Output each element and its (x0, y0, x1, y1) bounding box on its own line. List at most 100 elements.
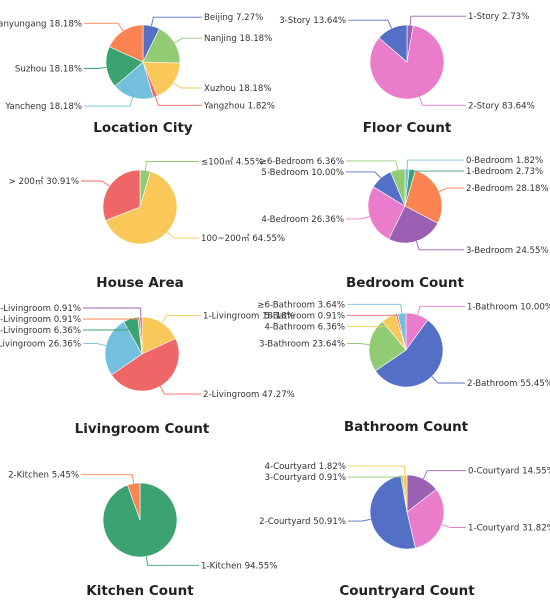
slice-label-bedroom-count-2-bedroom: 2-Bedroom 28.18% (466, 184, 549, 194)
leader-line-floor-count-2-story (418, 96, 466, 106)
leader-line-bedroom-count-6-bedroom (346, 160, 399, 170)
slice-label-countryard-count-4-courtyard: 4-Courtyard 1.82% (265, 462, 346, 472)
chart-title-kitchen-count: Kitchen Count (86, 583, 194, 599)
pie-chart-bathroom-count: ≥6-Bathroom 3.64%5-Bathroom 0.91%4-Bathr… (257, 300, 550, 435)
pie-slice-bedroom-count-2-bedroom (404, 170, 443, 224)
pie-slice-location-city-nanjing (142, 28, 181, 64)
pie-slice-countryard-count-2-courtyard (369, 475, 416, 550)
slice-label-bathroom-count-5-bathroom: 5-Bathroom 0.91% (264, 311, 345, 321)
slice-label-livingroom-count-1-livingroom: 1-Livingroom 18.18% (203, 311, 295, 321)
leader-line-countryard-count-0-courtyard (422, 470, 466, 479)
leader-line-countryard-count-4-courtyard (348, 465, 406, 476)
slice-label-bathroom-count-6-bathroom: ≥6-Bathroom 3.64% (257, 300, 345, 310)
leader-line-bedroom-count-2-bedroom (438, 187, 464, 193)
leader-line-house-area-100 (144, 161, 199, 171)
slice-label-location-city-lianyungang: Lianyungang 18.18% (0, 19, 82, 29)
pie-chart-house-area: > 200㎡ 30.91% ≤100㎡ 4.55% 100~200㎡ 64.55% H… (9, 157, 286, 292)
slice-label-location-city-yangzhou: Yangzhou 1.82% (203, 101, 275, 111)
leader-line-livingroom-count-4-livingroom (83, 318, 132, 331)
pie-chart-floor-count: 3-Story 13.64% 1-Story 2.73% 2-Story 83.64… (279, 12, 535, 136)
leader-line-location-city-lianyungang (84, 22, 124, 32)
leader-line-kitchen-count-2-kitchen (81, 474, 135, 484)
slice-label-bathroom-count-3-bathroom: 3-Bathroom 23.64% (259, 340, 345, 350)
chart-title-countryard-count: Countryard Count (339, 583, 475, 599)
slice-label-location-city-nanjing: Nanjing 18.18% (204, 34, 272, 44)
slice-label-bedroom-count-1-bedroom: 1-Bedroom 2.73% (466, 167, 543, 177)
leader-line-livingroom-count-6-livingroom (83, 307, 142, 318)
slice-label-livingroom-count-3-livingroom: 3-Livingroom 26.36% (0, 340, 81, 350)
leader-line-location-city-beijing (150, 16, 202, 27)
slice-label-house-area-100: ≤100㎡ 4.55% (201, 157, 263, 168)
chart-title-location-city: Location City (93, 120, 193, 136)
pie-slice-kitchen-count-2-kitchen (127, 482, 141, 521)
leader-line-countryard-count-1-courtyard (441, 523, 466, 528)
leader-line-bathroom-count-2-bathroom (431, 376, 465, 384)
pie-chart-location-city: Lianyungang 18.18% Suzhou 18.18% Yancheng … (0, 13, 275, 136)
leader-line-livingroom-count-5-livingroom (83, 316, 140, 320)
slice-label-livingroom-count-2-livingroom: 2-Livingroom 47.27% (203, 390, 295, 400)
leader-line-bathroom-count-6-bathroom (347, 303, 403, 314)
leader-line-bedroom-count-1-bedroom (412, 169, 464, 172)
slice-label-kitchen-count-2-kitchen: 2-Kitchen 5.45% (8, 471, 79, 481)
chart-title-bathroom-count: Bathroom Count (344, 419, 469, 435)
slice-label-bathroom-count-2-bathroom: 2-Bathroom 55.45% (467, 379, 550, 389)
slice-label-location-city-yancheng: Yancheng 18.18% (4, 102, 82, 112)
slice-label-bathroom-count-1-bathroom: 1-Bathroom 10.00% (467, 302, 550, 312)
slice-label-bedroom-count-5-bedroom: 5-Bedroom 10.00% (261, 168, 344, 178)
slice-label-house-area-100-200: 100~200㎡ 64.55% (201, 233, 285, 244)
leader-line-bathroom-count-5-bathroom (347, 313, 397, 316)
leader-line-livingroom-count-3-livingroom (83, 343, 107, 347)
slice-label-bedroom-count-3-bedroom: 3-Bedroom 24.55% (466, 246, 549, 256)
leader-line-bedroom-count-3-bedroom (415, 241, 464, 251)
pie-slice-bedroom-count-4-bedroom (367, 186, 406, 240)
pie-slice-bathroom-count-6-bathroom (397, 312, 407, 351)
slice-label-countryard-count-0-courtyard: 0-Courtyard 14.55% (468, 467, 550, 477)
slice-label-bedroom-count-4-bedroom: 4-Bedroom 26.36% (261, 215, 344, 225)
chart-title-livingroom-count: Livingroom Count (75, 421, 210, 437)
leader-line-livingroom-count-1-livingroom (161, 314, 201, 324)
chart-title-floor-count: Floor Count (363, 120, 452, 136)
leader-line-house-area-200 (81, 180, 110, 187)
leader-line-countryard-count-3-courtyard (348, 475, 403, 478)
leader-line-bedroom-count-0-bedroom (406, 159, 464, 170)
leader-line-house-area-100-200 (166, 231, 199, 239)
pie-slice-livingroom-count-1-livingroom (141, 316, 177, 355)
pie-slice-livingroom-count-6-livingroom (139, 316, 143, 355)
pie-chart-countryard-count: 4-Courtyard 1.82%3-Courtyard 0.91% 2-Cour… (259, 462, 550, 599)
slice-label-floor-count-3-story: 3-Story 13.64% (279, 16, 346, 26)
pie-slice-floor-count-3-story (378, 24, 408, 63)
slice-label-bathroom-count-4-bathroom: 4-Bathroom 6.36% (264, 322, 345, 332)
slice-label-house-area-200: > 200㎡ 30.91% (9, 176, 79, 187)
leader-line-location-city-yangzhou (154, 96, 202, 106)
pie-slice-location-city-suzhou (105, 46, 144, 87)
slice-label-location-city-xuzhou: Xuzhou 18.18% (204, 84, 272, 94)
pie-slice-location-city-xuzhou (142, 61, 181, 97)
pie-chart-livingroom-count: ≥6-Livingroom 0.91%5-Livingroom 0.91%4-L… (0, 304, 295, 437)
pie-slice-bathroom-count-3-bathroom (368, 320, 407, 372)
slice-label-location-city-beijing: Beijing 7.27% (204, 13, 263, 23)
slice-label-livingroom-count-5-livingroom: 5-Livingroom 0.91% (0, 315, 81, 325)
pie-slice-countryard-count-1-courtyard (406, 488, 445, 549)
leader-line-kitchen-count-1-kitchen (145, 556, 199, 566)
leader-line-bedroom-count-5-bedroom (346, 171, 382, 179)
leader-line-location-city-xuzhou (173, 82, 202, 89)
slice-label-countryard-count-1-courtyard: 1-Courtyard 31.82% (468, 524, 550, 534)
slice-label-bedroom-count-0-bedroom: 0-Bedroom 1.82% (466, 156, 543, 166)
slice-label-countryard-count-2-courtyard: 2-Courtyard 50.91% (259, 517, 346, 527)
slice-label-bedroom-count-6-bedroom: ≥6-Bedroom 6.36% (260, 157, 344, 167)
pie-slice-location-city-yancheng (114, 61, 154, 100)
slice-label-livingroom-count-6-livingroom: ≥6-Livingroom 0.91% (0, 304, 81, 314)
pie-slice-livingroom-count-3-livingroom (104, 321, 143, 376)
leader-line-location-city-nanjing (174, 37, 202, 44)
leader-line-livingroom-count-2-livingroom (159, 385, 201, 395)
slice-label-countryard-count-3-courtyard: 3-Courtyard 0.91% (265, 473, 346, 483)
chart-title-house-area: House Area (96, 275, 183, 291)
slice-label-kitchen-count-1-kitchen: 1-Kitchen 94.55% (201, 561, 277, 571)
leader-line-bathroom-count-4-bathroom (347, 317, 390, 327)
chart-title-bedroom-count: Bedroom Count (346, 275, 464, 291)
pie-slice-bedroom-count-6-bedroom (390, 168, 406, 207)
leader-line-bathroom-count-3-bathroom (347, 343, 370, 346)
pie-slice-house-area-100-200 (105, 171, 178, 245)
pie-chart-kitchen-count: 2-Kitchen 5.45% 1-Kitchen 94.55% Kitchen C… (8, 471, 277, 599)
